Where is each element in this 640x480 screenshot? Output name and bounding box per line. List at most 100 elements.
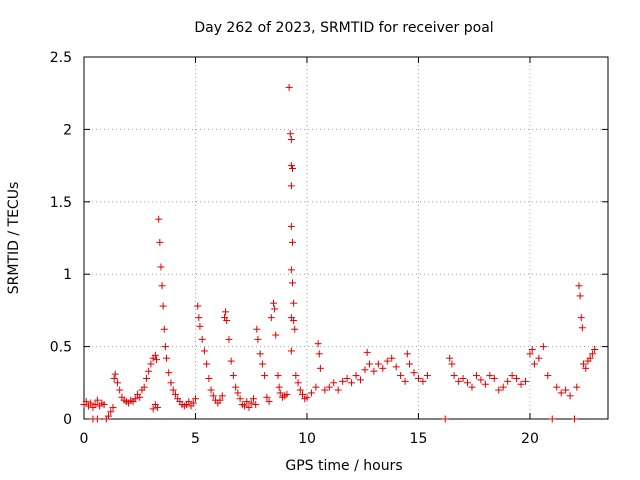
data-point bbox=[490, 374, 498, 382]
data-point bbox=[343, 374, 351, 382]
data-point bbox=[562, 386, 570, 394]
data-point bbox=[275, 383, 283, 391]
data-point bbox=[557, 389, 565, 397]
data-point bbox=[152, 356, 160, 364]
data-point bbox=[410, 369, 418, 377]
data-point bbox=[151, 351, 159, 359]
plot-frame bbox=[83, 56, 609, 420]
data-point bbox=[113, 379, 121, 387]
data-point bbox=[528, 345, 536, 353]
data-point bbox=[110, 374, 118, 382]
data-point bbox=[155, 215, 163, 223]
data-point bbox=[455, 377, 463, 385]
data-point bbox=[205, 374, 213, 382]
data-point bbox=[365, 360, 373, 368]
data-point bbox=[315, 350, 323, 358]
data-point bbox=[223, 317, 231, 325]
data-point bbox=[441, 415, 449, 423]
data-point bbox=[109, 403, 117, 411]
data-point bbox=[586, 354, 594, 362]
data-point bbox=[189, 399, 197, 407]
data-point bbox=[249, 395, 257, 403]
data-point bbox=[209, 392, 217, 400]
data-point bbox=[171, 390, 179, 398]
data-point bbox=[299, 390, 307, 398]
data-point bbox=[207, 386, 215, 394]
data-point bbox=[291, 325, 299, 333]
data-point bbox=[361, 366, 369, 374]
data-point bbox=[163, 354, 171, 362]
data-point bbox=[195, 314, 203, 322]
data-point bbox=[245, 403, 253, 411]
data-point bbox=[316, 364, 324, 372]
y-tick-label: 2 bbox=[63, 122, 72, 138]
data-point bbox=[93, 415, 101, 423]
data-point bbox=[339, 377, 347, 385]
data-point bbox=[403, 350, 411, 358]
data-point bbox=[379, 364, 387, 372]
data-point bbox=[272, 331, 280, 339]
data-point bbox=[263, 393, 271, 401]
data-point bbox=[161, 343, 169, 351]
data-point bbox=[406, 360, 414, 368]
data-point bbox=[274, 372, 282, 380]
data-point bbox=[265, 398, 273, 406]
data-point bbox=[107, 408, 115, 416]
data-point bbox=[325, 383, 333, 391]
y-tick-label: 0.5 bbox=[50, 340, 72, 356]
data-point bbox=[588, 350, 596, 358]
data-point bbox=[576, 292, 584, 300]
data-point bbox=[287, 136, 295, 144]
data-point bbox=[165, 369, 173, 377]
data-point bbox=[256, 350, 264, 358]
data-point bbox=[203, 360, 211, 368]
data-point bbox=[154, 403, 162, 411]
data-point bbox=[459, 374, 467, 382]
data-point bbox=[287, 222, 295, 230]
data-point bbox=[314, 340, 322, 348]
data-point bbox=[254, 335, 262, 343]
data-point bbox=[530, 360, 538, 368]
data-point bbox=[160, 325, 168, 333]
data-point bbox=[185, 398, 193, 406]
data-point bbox=[448, 360, 456, 368]
data-point bbox=[292, 372, 300, 380]
data-point bbox=[294, 379, 302, 387]
data-point bbox=[267, 314, 275, 322]
data-point bbox=[82, 398, 90, 406]
data-point bbox=[87, 399, 95, 407]
data-point bbox=[285, 83, 293, 91]
data-point bbox=[290, 317, 298, 325]
data-point bbox=[288, 279, 296, 287]
data-point bbox=[241, 402, 249, 410]
data-point bbox=[93, 396, 101, 404]
data-point bbox=[243, 398, 251, 406]
data-point bbox=[218, 392, 226, 400]
data-point bbox=[158, 282, 166, 290]
data-point bbox=[566, 392, 574, 400]
data-point bbox=[247, 399, 255, 407]
data-point bbox=[450, 372, 458, 380]
data-point bbox=[508, 372, 516, 380]
data-point bbox=[504, 377, 512, 385]
data-point bbox=[477, 376, 485, 384]
data-point bbox=[383, 357, 391, 365]
data-point bbox=[356, 376, 364, 384]
data-point bbox=[499, 383, 507, 391]
chart-title: Day 262 of 2023, SRMTID for receiver poa… bbox=[194, 20, 493, 36]
data-point bbox=[321, 386, 329, 394]
data-point bbox=[517, 380, 525, 388]
data-point bbox=[312, 383, 320, 391]
data-point bbox=[539, 343, 547, 351]
data-point bbox=[296, 386, 304, 394]
x-tick-label: 20 bbox=[521, 431, 539, 447]
data-point bbox=[388, 354, 396, 362]
data-point bbox=[468, 383, 476, 391]
data-point bbox=[573, 383, 581, 391]
data-point bbox=[167, 379, 175, 387]
data-point bbox=[116, 386, 124, 394]
data-point bbox=[149, 405, 157, 413]
data-point bbox=[169, 386, 177, 394]
data-point bbox=[100, 401, 108, 409]
